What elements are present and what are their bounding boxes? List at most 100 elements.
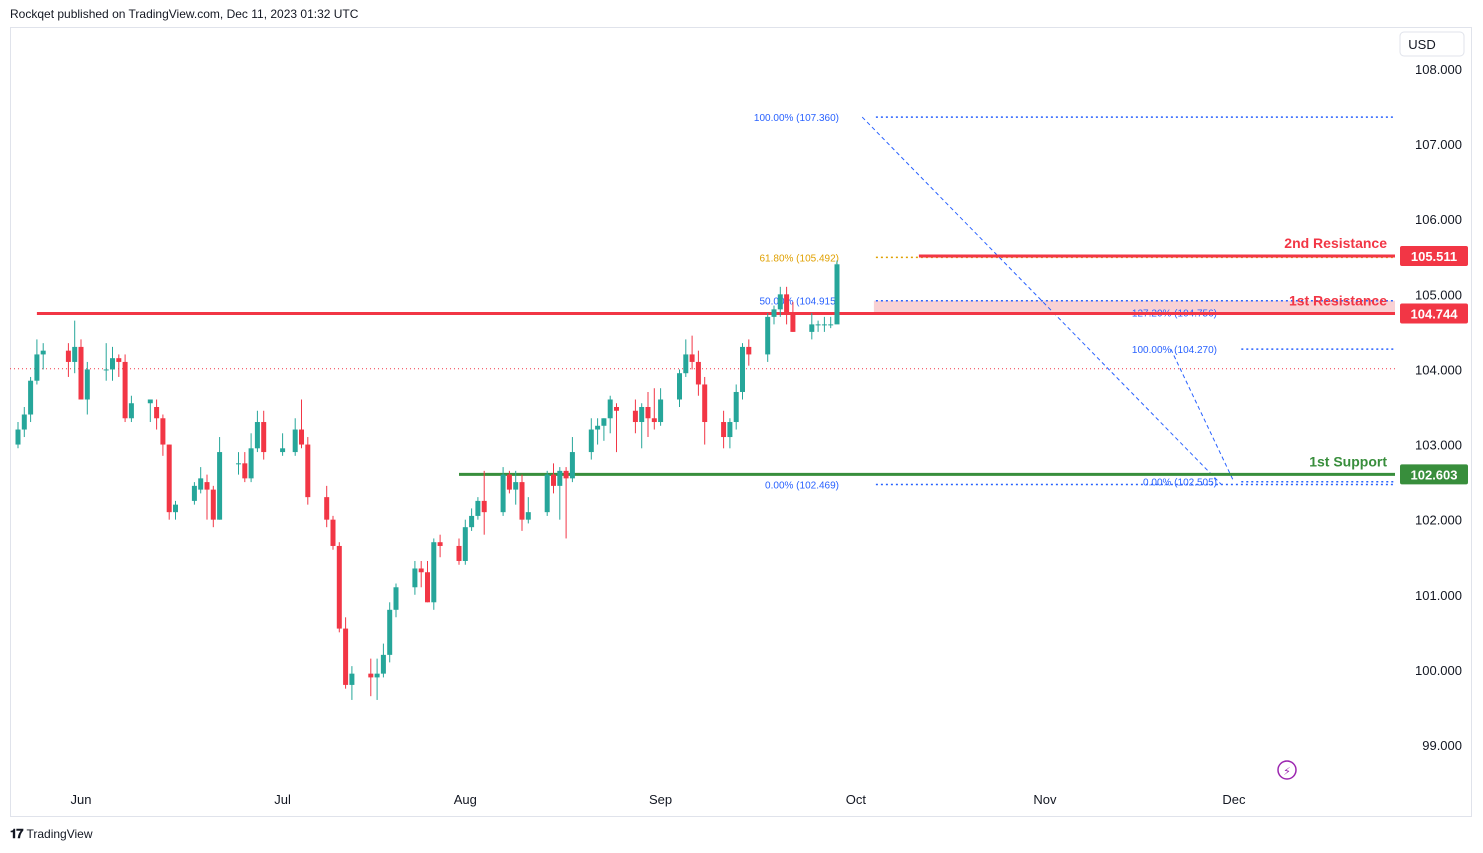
chart-frame	[10, 27, 1472, 817]
candle-body	[557, 470, 563, 486]
candle-body	[765, 316, 771, 355]
level-price-text: 102.603	[1411, 467, 1458, 482]
candle-body	[116, 358, 122, 362]
resistance-zone	[873, 300, 1395, 314]
candle-body	[198, 478, 204, 490]
candle-body	[299, 429, 304, 445]
candle-body	[614, 407, 619, 411]
level-price-text: 105.511	[1411, 249, 1457, 264]
candle-body	[254, 422, 260, 449]
fib-trendline	[1170, 348, 1235, 482]
candle-body	[658, 399, 664, 423]
candle-body	[456, 545, 462, 561]
candle-body	[639, 407, 645, 423]
candle-body	[28, 380, 34, 415]
candle-body	[702, 384, 708, 423]
candle-body	[210, 489, 216, 520]
candle-body	[569, 452, 575, 479]
candle-body	[324, 497, 330, 520]
lightning-glyph: ⚡	[1283, 766, 1291, 778]
candle-body	[236, 463, 241, 465]
candle-body	[204, 482, 210, 490]
candle-body	[418, 568, 424, 573]
y-tick-label: 102.000	[1415, 513, 1462, 528]
candle-body	[588, 429, 594, 453]
candle-body	[40, 350, 46, 355]
candle-body	[721, 422, 727, 438]
candle-body	[374, 673, 380, 678]
candle-body	[21, 414, 27, 430]
candle-body	[506, 474, 512, 490]
candle-body	[305, 444, 311, 498]
fib-label: 100.00% (107.360)	[754, 113, 839, 124]
candle-body	[771, 309, 777, 317]
y-tick-label: 104.000	[1415, 362, 1462, 377]
candle-body	[84, 369, 90, 400]
fib-label: 0.00% (102.505)	[1143, 478, 1217, 489]
candle-body	[727, 422, 733, 438]
candle-body	[683, 354, 689, 374]
candle-body	[790, 313, 796, 332]
candle-body	[828, 324, 834, 326]
publish-header: Rockqet published on TradingView.com, De…	[10, 7, 359, 21]
candle-body	[475, 500, 481, 516]
candle-body	[154, 407, 160, 419]
candle-body	[551, 474, 556, 486]
y-tick-label: 99.000	[1422, 738, 1462, 753]
candle-body	[248, 448, 254, 479]
candle-body	[469, 515, 475, 528]
candle-body	[815, 324, 821, 326]
y-tick-label: 106.000	[1415, 212, 1462, 227]
candle-body	[393, 587, 399, 610]
candle-body	[336, 545, 342, 629]
candle-body	[677, 373, 682, 400]
candle-body	[191, 485, 197, 501]
candle-body	[607, 399, 613, 419]
candle-body	[103, 369, 109, 371]
candle-body	[412, 568, 418, 588]
candle-body	[519, 482, 525, 520]
candle-body	[462, 527, 468, 561]
y-tick-label: 100.000	[1415, 663, 1462, 678]
candle-body	[740, 346, 745, 392]
candle-body	[437, 542, 443, 546]
candle-body	[78, 346, 84, 400]
candle-body	[380, 654, 386, 674]
candle-body	[122, 361, 128, 419]
candle-body	[425, 572, 430, 603]
candle-body	[601, 418, 607, 426]
lightning-icon[interactable]	[1277, 760, 1297, 780]
y-tick-label: 101.000	[1415, 588, 1462, 603]
candle-body	[166, 444, 172, 513]
candle-body	[431, 542, 437, 603]
candle-body	[481, 500, 487, 513]
x-tick-label: Sep	[649, 792, 672, 807]
candle-body	[525, 512, 531, 520]
fib-label: 0.00% (102.469)	[765, 480, 839, 491]
currency-selector[interactable]	[1399, 31, 1465, 57]
x-tick-label: Jul	[274, 792, 291, 807]
footer-brand[interactable]: TradingView	[26, 827, 93, 841]
tradingview-logo-icon[interactable]: 𝟏𝟕	[10, 826, 24, 841]
candle-body	[128, 403, 134, 419]
level-label: 1st Support	[1309, 453, 1387, 469]
candle-body	[160, 418, 166, 445]
fib-label: 50.00% (104.915)	[759, 297, 839, 308]
candle-body	[261, 422, 267, 453]
candle-body	[15, 429, 21, 445]
fib-trendline	[861, 116, 1222, 485]
candle-body	[695, 361, 701, 385]
candle-body	[733, 391, 739, 423]
candle-body	[330, 519, 336, 546]
candle-body	[595, 425, 601, 430]
y-tick-label: 105.000	[1415, 287, 1462, 302]
x-tick-label: Jun	[71, 792, 92, 807]
candle-body	[110, 358, 115, 370]
candle-body	[777, 294, 783, 310]
candle-body	[349, 673, 355, 685]
candle-body	[173, 504, 178, 513]
candle-body	[834, 264, 840, 325]
candle-body	[280, 448, 286, 453]
candle-body	[645, 407, 651, 419]
